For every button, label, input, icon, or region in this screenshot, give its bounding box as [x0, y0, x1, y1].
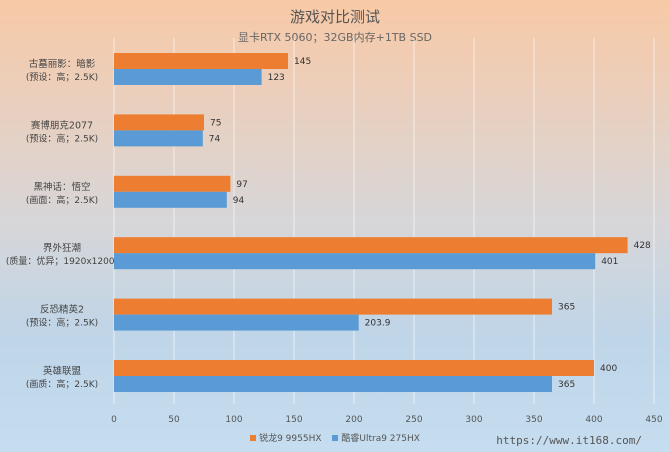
legend-swatch	[250, 435, 257, 441]
data-label: 401	[601, 257, 618, 267]
data-label: 428	[634, 241, 651, 251]
bar	[114, 130, 203, 147]
category-sublabel: (预设：高；2.5K)	[26, 71, 98, 83]
category-label: 古墓丽影：暗影	[29, 58, 96, 70]
x-tick-label: 300	[465, 415, 482, 425]
data-label: 365	[558, 380, 575, 390]
x-tick-label: 150	[285, 415, 302, 425]
data-label: 123	[268, 73, 285, 83]
legend-item-ryzen: 锐龙9 9955HX	[250, 434, 322, 444]
bar	[114, 237, 628, 254]
category-label: 界外狂潮	[43, 242, 81, 254]
watermark: https://www.it168.com/	[496, 434, 642, 447]
chart-title: 游戏对比测试	[289, 8, 380, 26]
category-sublabel: (质量：优异；1920x1200)	[6, 255, 118, 267]
x-tick-label: 100	[225, 415, 242, 425]
bar	[114, 175, 231, 192]
category-label: 英雄联盟	[43, 365, 82, 377]
bar	[114, 376, 552, 392]
bar	[114, 191, 227, 208]
legend-label: 酷睿Ultra9 275HX	[341, 434, 420, 444]
data-label: 74	[209, 134, 221, 144]
data-label: 97	[236, 180, 247, 190]
bar	[114, 298, 552, 315]
legend-swatch	[332, 435, 339, 441]
data-label: 400	[600, 364, 617, 374]
x-tick-label: 50	[168, 415, 180, 425]
x-tick-label: 0	[111, 415, 117, 425]
category-label: 反恐精英2	[40, 304, 84, 316]
legend: 锐龙9 9955HX 酷睿Ultra9 275HX	[0, 431, 670, 444]
category-label: 赛博朋克2077	[31, 119, 93, 131]
data-label: 145	[294, 57, 311, 67]
data-label: 94	[233, 196, 245, 206]
category-sublabel: (画质：高；2.5K)	[26, 378, 98, 390]
bar	[114, 253, 596, 270]
x-tick-label: 250	[405, 415, 422, 425]
bar	[114, 114, 204, 131]
bar	[114, 69, 262, 85]
bar	[114, 314, 359, 331]
x-tick-label: 400	[585, 415, 602, 425]
legend-label: 锐龙9 9955HX	[259, 434, 322, 444]
category-sublabel: (预设：高；2.5K)	[26, 317, 98, 329]
data-label: 75	[210, 118, 221, 128]
data-label: 365	[558, 303, 575, 313]
bar	[114, 360, 594, 376]
category-sublabel: (画面：高；2.5K)	[26, 194, 98, 206]
data-label: 203.9	[365, 319, 391, 329]
x-tick-label: 350	[525, 415, 542, 425]
category-label: 黑神话：悟空	[33, 181, 90, 193]
x-tick-label: 450	[645, 415, 662, 425]
legend-item-core: 酷睿Ultra9 275HX	[332, 434, 420, 444]
category-sublabel: (预设：高；2.5K)	[26, 132, 98, 144]
chart-subtitle: 显卡RTX 5060；32GB内存+1TB SSD	[237, 31, 433, 44]
x-tick-label: 200	[345, 415, 362, 425]
bar	[114, 53, 288, 69]
